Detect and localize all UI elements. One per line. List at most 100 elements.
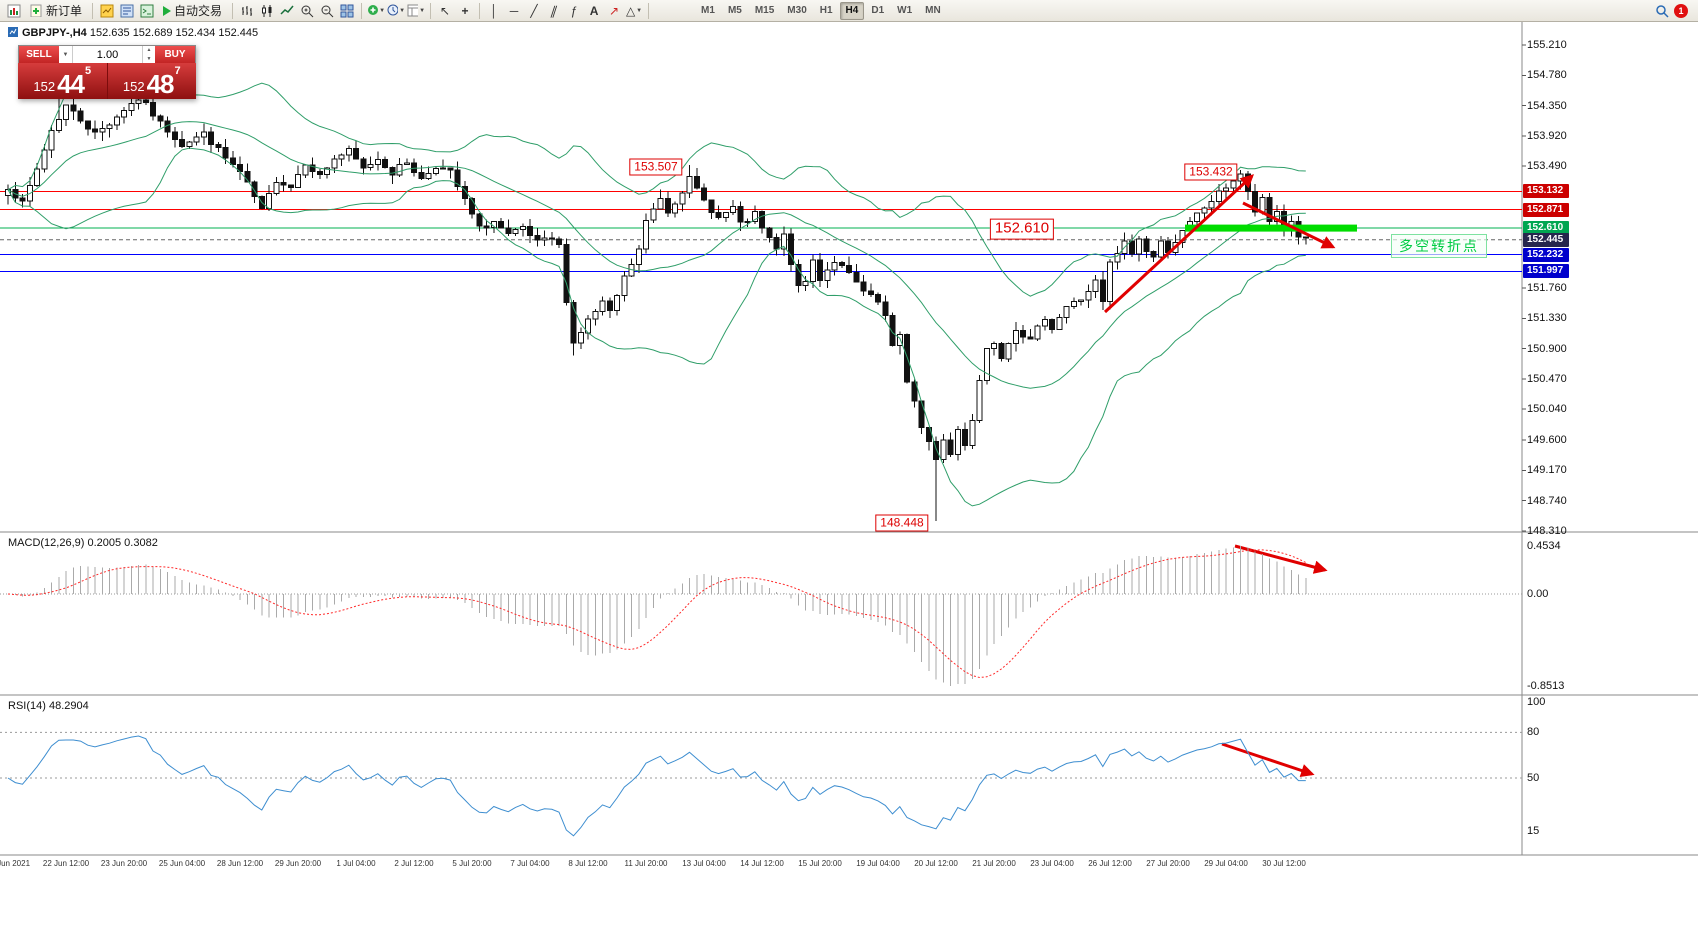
macd-axis-label: 0.00 <box>1527 588 1549 600</box>
terminal-icon[interactable] <box>137 1 157 21</box>
timeframe-w1-button[interactable]: W1 <box>897 5 913 16</box>
timeframe-m30-button[interactable]: M30 <box>787 5 807 16</box>
vertical-line-tool-icon[interactable]: │ <box>490 3 498 18</box>
toolbar-separator <box>648 2 650 19</box>
trend-arrow-1[interactable] <box>1103 174 1254 314</box>
volume-increase-button[interactable]: ▲ <box>146 47 152 54</box>
sell-price-base: 152 <box>33 79 56 94</box>
arrow-objects-icon[interactable]: ↗ <box>609 3 620 18</box>
navigator-icon[interactable] <box>117 1 137 21</box>
crosshair-icon[interactable]: + <box>461 3 469 18</box>
cursor-icon[interactable]: ↖ <box>440 3 451 18</box>
buy-price-base: 152 <box>122 79 145 94</box>
toolbar-separator <box>232 2 234 19</box>
search-icon[interactable] <box>1652 1 1672 21</box>
time-axis-label: 5 Jul 20:00 <box>452 859 492 868</box>
new-order-button[interactable]: 新订单 <box>24 1 88 21</box>
macd-signal-line <box>7 549 1307 679</box>
price-axis-label: 151.330 <box>1527 312 1567 325</box>
candlestick-series <box>5 70 1309 522</box>
buy-button[interactable]: BUY <box>155 46 195 63</box>
bar-chart-icon[interactable] <box>237 1 257 21</box>
volume-dropdown-icon[interactable]: ▼ <box>59 46 73 63</box>
bollinger-upper-band <box>7 70 1306 297</box>
tile-windows-icon[interactable] <box>337 1 357 21</box>
price-axis-label: 149.170 <box>1527 464 1567 477</box>
price-callout[interactable]: 148.448 <box>875 514 929 532</box>
price-callout[interactable]: 153.432 <box>1184 163 1238 181</box>
time-axis-label: 2 Jul 12:00 <box>394 859 434 868</box>
turning-point-annotation[interactable]: 多空转折点 <box>1391 234 1487 258</box>
zoom-in-icon[interactable] <box>297 1 317 21</box>
zoom-out-icon[interactable] <box>317 1 337 21</box>
time-axis-label: 25 Jun 04:00 <box>158 859 206 868</box>
trend-arrow-3[interactable] <box>1234 544 1328 574</box>
price-axis-highlight: 151.997 <box>1523 264 1569 279</box>
periods-clock-icon[interactable]: ▼ <box>386 1 406 21</box>
macd-indicator-label: MACD(12,26,9) 0.2005 0.3082 <box>8 537 158 549</box>
time-axis-label: 14 Jul 12:00 <box>740 859 784 868</box>
volume-input[interactable] <box>73 46 142 63</box>
price-callout[interactable]: 152.610 <box>989 218 1055 240</box>
trend-arrow-2[interactable] <box>1242 201 1336 249</box>
new-chart-icon[interactable] <box>4 1 24 21</box>
horizontal-line-tool-icon[interactable]: ─ <box>509 3 519 18</box>
market-watch-icon[interactable] <box>97 1 117 21</box>
time-axis-label: 29 Jun 20:00 <box>274 859 322 868</box>
green-support-bar[interactable] <box>1185 224 1357 232</box>
time-axis-label: 15 Jul 20:00 <box>798 859 842 868</box>
timeframe-h1-button[interactable]: H1 <box>819 5 833 16</box>
symbol-icon <box>8 27 18 37</box>
time-axis-label: 30 Jul 12:00 <box>1262 859 1306 868</box>
time-axis-label: 8 Jul 12:00 <box>568 859 608 868</box>
timeframe-m15-button[interactable]: M15 <box>754 5 775 16</box>
buy-price-panel[interactable]: 152 48 7 <box>107 63 196 99</box>
sell-price-pips: 44 <box>57 68 85 99</box>
price-axis-label: 154.350 <box>1527 99 1567 112</box>
time-axis-label: 1 Jul 04:00 <box>336 859 376 868</box>
macd-axis-label: -0.8513 <box>1527 680 1565 692</box>
indicators-add-icon[interactable]: ▼ <box>366 1 386 21</box>
notification-badge[interactable]: 1 <box>1674 3 1688 18</box>
toolbar-separator <box>479 2 481 19</box>
trend-arrow-4[interactable] <box>1221 742 1315 777</box>
macd-axis-label: 0.4534 <box>1527 540 1561 552</box>
candlestick-chart-icon[interactable] <box>257 1 277 21</box>
template-icon[interactable]: ▼ <box>406 1 426 21</box>
trendline-tool-icon[interactable]: ╱ <box>530 3 538 18</box>
rsi-axis-label: 100 <box>1527 696 1546 708</box>
timeframe-m5-button[interactable]: M5 <box>727 5 742 16</box>
timeframe-d1-button[interactable]: D1 <box>871 5 885 16</box>
timeframe-mn-button[interactable]: MN <box>925 5 941 16</box>
bollinger-lower-band <box>7 147 1306 507</box>
sell-price-panel[interactable]: 152 44 5 <box>18 63 107 99</box>
price-axis-label: 149.600 <box>1527 434 1567 447</box>
time-axis-label: 21 Jun 2021 <box>0 859 31 868</box>
bollinger-middle-band <box>7 121 1306 389</box>
time-axis-label: 28 Jun 12:00 <box>216 859 264 868</box>
sell-button[interactable]: SELL <box>19 46 59 63</box>
price-callout[interactable]: 153.507 <box>629 158 683 176</box>
macd-pane <box>0 546 1522 686</box>
price-axis-label: 155.210 <box>1527 39 1567 51</box>
shapes-tool-icon[interactable]: △ ▼ <box>625 3 643 18</box>
line-chart-icon[interactable] <box>277 1 297 21</box>
time-axis-label: 20 Jul 12:00 <box>914 859 958 868</box>
text-tool-icon[interactable]: A <box>589 3 599 18</box>
toolbar-separator <box>430 2 432 19</box>
new-order-label: 新订单 <box>46 4 83 18</box>
timeframe-group: M1 M5 M15 M30 H1 H4 D1 W1 MN <box>695 1 947 20</box>
timeframe-h4-button[interactable]: H4 <box>839 1 865 20</box>
rsi-axis-label: 80 <box>1527 726 1540 739</box>
time-axis-label: 23 Jun 20:00 <box>100 859 148 868</box>
price-axis-label: 148.310 <box>1527 524 1567 537</box>
autotrading-play-icon <box>163 5 172 16</box>
fibonacci-tool-icon[interactable]: ƒ <box>570 3 578 18</box>
timeframe-m1-button[interactable]: M1 <box>701 5 715 16</box>
volume-decrease-button[interactable]: ▼ <box>146 55 152 62</box>
toolbar-separator <box>361 2 363 19</box>
time-axis-label: 7 Jul 04:00 <box>510 859 550 868</box>
autotrading-button[interactable]: 自动交易 <box>157 1 228 21</box>
price-axis-highlight: 153.132 <box>1523 184 1569 199</box>
